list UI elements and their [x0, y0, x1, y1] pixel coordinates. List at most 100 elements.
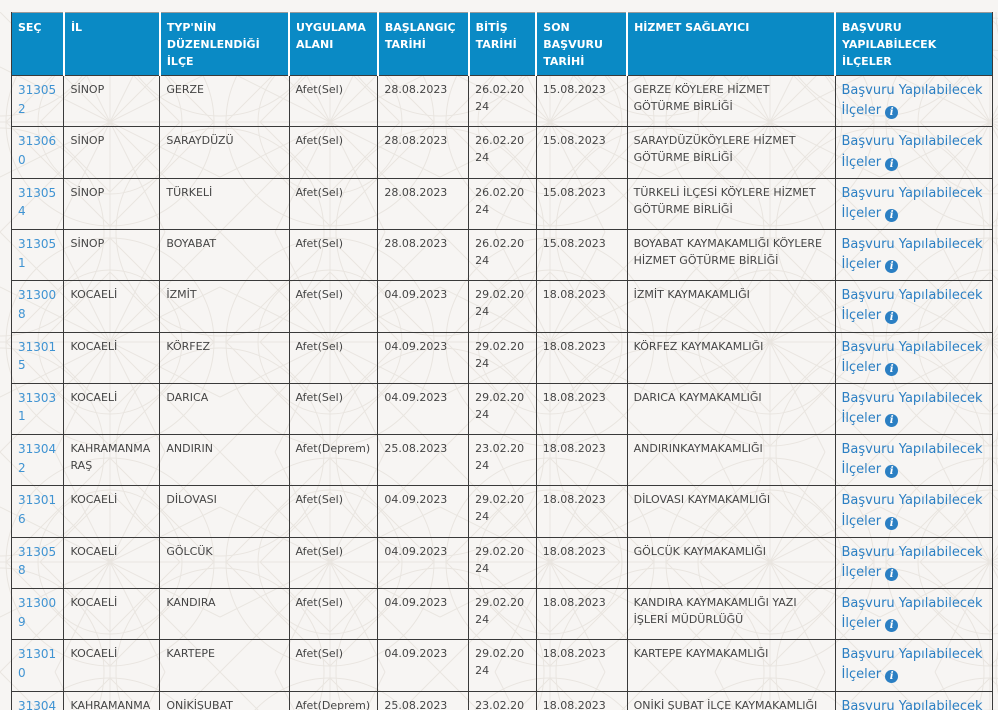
- cell-basvuru-ilceler: Başvuru Yapılabilecek İlçeler i: [834, 126, 993, 179]
- basvuru-yapilabilecek-ilceler-link[interactable]: Başvuru Yapılabilecek İlçeler i: [842, 594, 987, 634]
- basvuru-yapilabilecek-ilceler-link[interactable]: Başvuru Yapılabilecek İlçeler i: [842, 645, 987, 685]
- cell-baslangic-tarihi: 28.08.2023: [377, 75, 470, 128]
- cell-son-basvuru-tarihi: 18.08.2023: [535, 485, 628, 538]
- basvuru-yapilabilecek-ilceler-link[interactable]: Başvuru Yapılabilecek İlçeler i: [842, 389, 987, 429]
- header-il: İL: [62, 12, 161, 77]
- typ-id-link[interactable]: 313052: [18, 83, 57, 116]
- typ-id-link[interactable]: 313016: [18, 493, 57, 526]
- cell-hizmet-saglayici: ANDIRINKAYMAKAMLIĞI: [626, 434, 836, 487]
- table-row: 313010 KOCAELİ KARTEPE Afet(Sel) 04.09.2…: [10, 639, 993, 692]
- cell-basvuru-ilceler: Başvuru Yapılabilecek İlçeler i: [834, 485, 993, 538]
- cell-il: KOCAELİ: [63, 536, 161, 589]
- basvuru-yapilabilecek-ilceler-link[interactable]: Başvuru Yapılabilecek İlçeler i: [842, 697, 987, 710]
- cell-sec: 313058: [10, 536, 65, 589]
- cell-son-basvuru-tarihi: 18.08.2023: [535, 639, 628, 692]
- cell-sec: 313054: [10, 177, 65, 230]
- cell-son-basvuru-tarihi: 15.08.2023: [535, 177, 628, 230]
- cell-ilce: KÖRFEZ: [159, 331, 290, 384]
- cell-basvuru-ilceler: Başvuru Yapılabilecek İlçeler i: [834, 331, 993, 384]
- info-icon: i: [885, 619, 899, 633]
- cell-ilce: ANDIRIN: [159, 434, 290, 487]
- header-sec: SEÇ: [10, 12, 65, 77]
- table-row: 313058 KOCAELİ GÖLCÜK Afet(Sel) 04.09.20…: [10, 536, 993, 589]
- typ-id-link[interactable]: 313009: [18, 595, 57, 629]
- basvuru-yapilabilecek-ilceler-link[interactable]: Başvuru Yapılabilecek İlçeler i: [842, 440, 987, 480]
- table-row: 313054 SİNOP TÜRKELİ Afet(Sel) 28.08.202…: [10, 177, 993, 230]
- cell-basvuru-ilceler: Başvuru Yapılabilecek İlçeler i: [834, 690, 993, 710]
- basvuru-yapilabilecek-ilceler-link[interactable]: Başvuru Yapılabilecek İlçeler i: [842, 184, 987, 224]
- cell-il: KOCAELİ: [63, 639, 161, 692]
- cell-il: KAHRAMANMARAŞ: [63, 434, 161, 487]
- typ-program-table: SEÇ İL TYP'NİN DÜZENLENDİĞİ İLÇE UYGULAM…: [10, 12, 993, 710]
- cell-hizmet-saglayici: KANDIRA KAYMAKAMLIĞI YAZI İŞLERİ MÜDÜRLÜ…: [626, 587, 836, 641]
- basvuru-yapilabilecek-ilceler-link[interactable]: Başvuru Yapılabilecek İlçeler i: [842, 491, 987, 531]
- cell-sec: 313008: [10, 280, 65, 333]
- basvuru-yapilabilecek-ilceler-link[interactable]: Başvuru Yapılabilecek İlçeler i: [842, 235, 987, 275]
- cell-basvuru-ilceler: Başvuru Yapılabilecek İlçeler i: [834, 382, 993, 436]
- basvuru-yapilabilecek-ilceler-link[interactable]: Başvuru Yapılabilecek İlçeler i: [842, 132, 987, 172]
- info-icon: i: [885, 106, 899, 120]
- info-icon: i: [885, 465, 899, 479]
- cell-uygulama-alani: Afet(Sel): [288, 331, 379, 384]
- cell-bitis-tarihi: 23.02.2024: [468, 434, 537, 487]
- table-row: 313052 SİNOP GERZE Afet(Sel) 28.08.2023 …: [10, 75, 993, 128]
- info-icon: i: [885, 670, 899, 684]
- header-duzenlendigi-ilce: TYP'NİN DÜZENLENDİĞİ İLÇE: [158, 12, 291, 77]
- typ-id-link[interactable]: 313060: [18, 134, 57, 168]
- cell-baslangic-tarihi: 28.08.2023: [377, 126, 470, 179]
- table-row: 313016 KOCAELİ DİLOVASI Afet(Sel) 04.09.…: [10, 485, 993, 538]
- cell-son-basvuru-tarihi: 18.08.2023: [535, 536, 628, 589]
- cell-bitis-tarihi: 29.02.2024: [468, 485, 537, 538]
- cell-sec: 313045: [10, 690, 65, 710]
- info-icon: i: [885, 157, 899, 171]
- cell-bitis-tarihi: 29.02.2024: [468, 587, 537, 641]
- page: SEÇ İL TYP'NİN DÜZENLENDİĞİ İLÇE UYGULAM…: [0, 12, 998, 710]
- typ-id-link[interactable]: 313045: [18, 698, 57, 710]
- cell-hizmet-saglayici: SARAYDÜZÜKÖYLERE HİZMET GÖTÜRME BİRLİĞİ: [626, 126, 836, 179]
- cell-ilce: İZMİT: [159, 280, 290, 333]
- cell-il: KOCAELİ: [63, 382, 161, 436]
- cell-ilce: ONİKİŞUBAT: [159, 690, 290, 710]
- cell-son-basvuru-tarihi: 18.08.2023: [535, 690, 628, 710]
- typ-id-link[interactable]: 313015: [18, 339, 57, 373]
- cell-il: KOCAELİ: [63, 485, 161, 538]
- basvuru-link-label: Başvuru Yapılabilecek İlçeler: [841, 647, 983, 683]
- typ-id-link[interactable]: 313042: [18, 442, 57, 475]
- cell-baslangic-tarihi: 28.08.2023: [377, 228, 470, 282]
- cell-ilce: KANDIRA: [159, 587, 290, 641]
- basvuru-yapilabilecek-ilceler-link[interactable]: Başvuru Yapılabilecek İlçeler i: [842, 338, 987, 378]
- cell-sec: 313060: [10, 126, 65, 179]
- typ-id-link[interactable]: 313010: [18, 647, 57, 680]
- cell-hizmet-saglayici: TÜRKELİ İLÇESİ KÖYLERE HİZMET GÖTÜRME Bİ…: [626, 177, 836, 230]
- cell-bitis-tarihi: 26.02.2024: [468, 126, 537, 179]
- basvuru-yapilabilecek-ilceler-link[interactable]: Başvuru Yapılabilecek İlçeler i: [842, 286, 987, 326]
- cell-bitis-tarihi: 26.02.2024: [468, 75, 537, 128]
- cell-baslangic-tarihi: 04.09.2023: [377, 331, 470, 384]
- cell-basvuru-ilceler: Başvuru Yapılabilecek İlçeler i: [834, 228, 993, 282]
- cell-son-basvuru-tarihi: 15.08.2023: [535, 228, 628, 282]
- cell-basvuru-ilceler: Başvuru Yapılabilecek İlçeler i: [834, 587, 993, 641]
- info-icon: i: [885, 362, 899, 376]
- typ-id-link[interactable]: 313051: [18, 236, 57, 270]
- cell-uygulama-alani: Afet(Sel): [288, 382, 379, 436]
- basvuru-yapilabilecek-ilceler-link[interactable]: Başvuru Yapılabilecek İlçeler i: [842, 543, 987, 583]
- header-son-basvuru-tarihi: SON BAŞVURU TARİHİ: [535, 12, 629, 77]
- info-icon: i: [885, 567, 899, 581]
- typ-id-link[interactable]: 313008: [18, 288, 57, 321]
- table-row: 313042 KAHRAMANMARAŞ ANDIRIN Afet(Deprem…: [10, 434, 993, 487]
- basvuru-link-label: Başvuru Yapılabilecek İlçeler: [841, 544, 983, 580]
- cell-sec: 313015: [10, 331, 65, 384]
- cell-baslangic-tarihi: 04.09.2023: [377, 639, 470, 692]
- cell-uygulama-alani: Afet(Sel): [288, 126, 379, 179]
- cell-hizmet-saglayici: İZMİT KAYMAKAMLIĞI: [626, 280, 836, 333]
- typ-id-link[interactable]: 313054: [18, 185, 57, 219]
- typ-id-link[interactable]: 313058: [18, 544, 57, 578]
- cell-baslangic-tarihi: 04.09.2023: [377, 587, 470, 641]
- cell-baslangic-tarihi: 04.09.2023: [377, 536, 470, 589]
- cell-ilce: DARICA: [159, 382, 290, 436]
- cell-son-basvuru-tarihi: 18.08.2023: [535, 280, 628, 333]
- cell-hizmet-saglayici: DARICA KAYMAKAMLIĞI: [626, 382, 836, 436]
- typ-id-link[interactable]: 313031: [18, 390, 57, 424]
- table-header-row: SEÇ İL TYP'NİN DÜZENLENDİĞİ İLÇE UYGULAM…: [10, 12, 993, 77]
- basvuru-yapilabilecek-ilceler-link[interactable]: Başvuru Yapılabilecek İlçeler i: [842, 81, 987, 121]
